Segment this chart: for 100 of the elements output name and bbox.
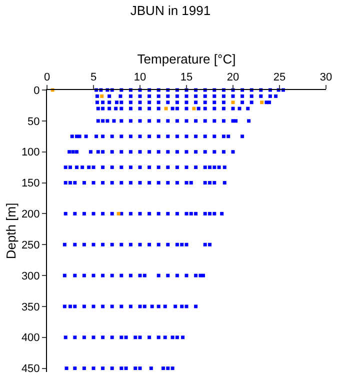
point <box>120 100 124 104</box>
point <box>203 150 207 154</box>
point <box>101 181 105 185</box>
point <box>180 304 184 308</box>
point <box>166 134 170 138</box>
point <box>82 304 86 308</box>
y-tick-label: 350 <box>21 301 40 314</box>
point <box>175 336 179 340</box>
x-axis-title: Temperature [°C] <box>137 52 236 67</box>
point <box>118 94 122 98</box>
y-tick-label: 400 <box>21 332 40 344</box>
point <box>101 119 105 123</box>
point <box>138 212 142 216</box>
point <box>82 336 86 340</box>
point <box>142 274 146 278</box>
point <box>101 366 105 370</box>
point <box>212 212 216 216</box>
point <box>101 242 105 246</box>
point <box>222 94 226 98</box>
point <box>110 134 114 138</box>
point <box>128 212 132 216</box>
y-tick-label: 300 <box>21 270 40 282</box>
point <box>203 212 207 216</box>
point <box>274 94 278 98</box>
point <box>128 304 132 308</box>
point <box>64 181 68 185</box>
point <box>175 181 179 185</box>
point <box>212 100 216 104</box>
point <box>148 134 152 138</box>
point <box>184 134 188 138</box>
point <box>75 150 79 154</box>
point <box>128 106 132 110</box>
point <box>240 100 244 104</box>
point <box>82 242 86 246</box>
point <box>247 119 251 123</box>
point <box>120 304 124 308</box>
point <box>156 134 160 138</box>
point <box>138 181 142 185</box>
point <box>134 336 138 340</box>
point <box>203 242 207 246</box>
y-tick-label: 100 <box>21 146 40 159</box>
point <box>175 166 179 170</box>
point <box>138 94 142 98</box>
point <box>148 150 152 154</box>
point <box>138 242 142 246</box>
point <box>222 119 226 123</box>
point <box>268 100 272 104</box>
point <box>156 166 160 170</box>
point <box>110 336 114 340</box>
point <box>175 119 179 123</box>
point <box>184 242 188 246</box>
point <box>138 366 142 370</box>
point <box>250 94 254 98</box>
point <box>92 336 96 340</box>
point <box>112 119 116 123</box>
point <box>84 134 88 138</box>
point <box>82 274 86 278</box>
point <box>148 106 152 110</box>
point <box>156 304 160 308</box>
point <box>138 336 142 340</box>
point <box>92 366 96 370</box>
point <box>163 304 167 308</box>
point <box>70 134 74 138</box>
point <box>128 134 132 138</box>
point <box>203 181 207 185</box>
point <box>194 212 198 216</box>
point <box>148 212 152 216</box>
point <box>120 366 124 370</box>
point <box>100 94 104 98</box>
point <box>175 94 179 98</box>
point <box>166 274 170 278</box>
point <box>101 106 105 110</box>
point <box>120 166 124 170</box>
point <box>68 181 72 185</box>
point <box>62 304 66 308</box>
point <box>73 242 77 246</box>
point <box>73 212 77 216</box>
point <box>156 150 160 154</box>
point <box>108 106 112 110</box>
point <box>226 134 230 138</box>
point <box>212 181 216 185</box>
x-tick-label: 15 <box>180 72 193 84</box>
point <box>68 166 72 170</box>
point <box>166 166 170 170</box>
point <box>128 274 132 278</box>
point <box>101 212 105 216</box>
point <box>114 106 118 110</box>
point <box>115 100 118 104</box>
point <box>138 106 142 110</box>
point <box>92 181 96 185</box>
point <box>62 242 66 246</box>
point <box>166 150 170 154</box>
point <box>138 166 142 170</box>
point <box>180 242 184 246</box>
point <box>201 274 205 278</box>
point <box>184 304 188 308</box>
x-tick-label: 0 <box>44 72 50 84</box>
point <box>203 100 207 104</box>
point <box>175 150 179 154</box>
point <box>110 366 114 370</box>
